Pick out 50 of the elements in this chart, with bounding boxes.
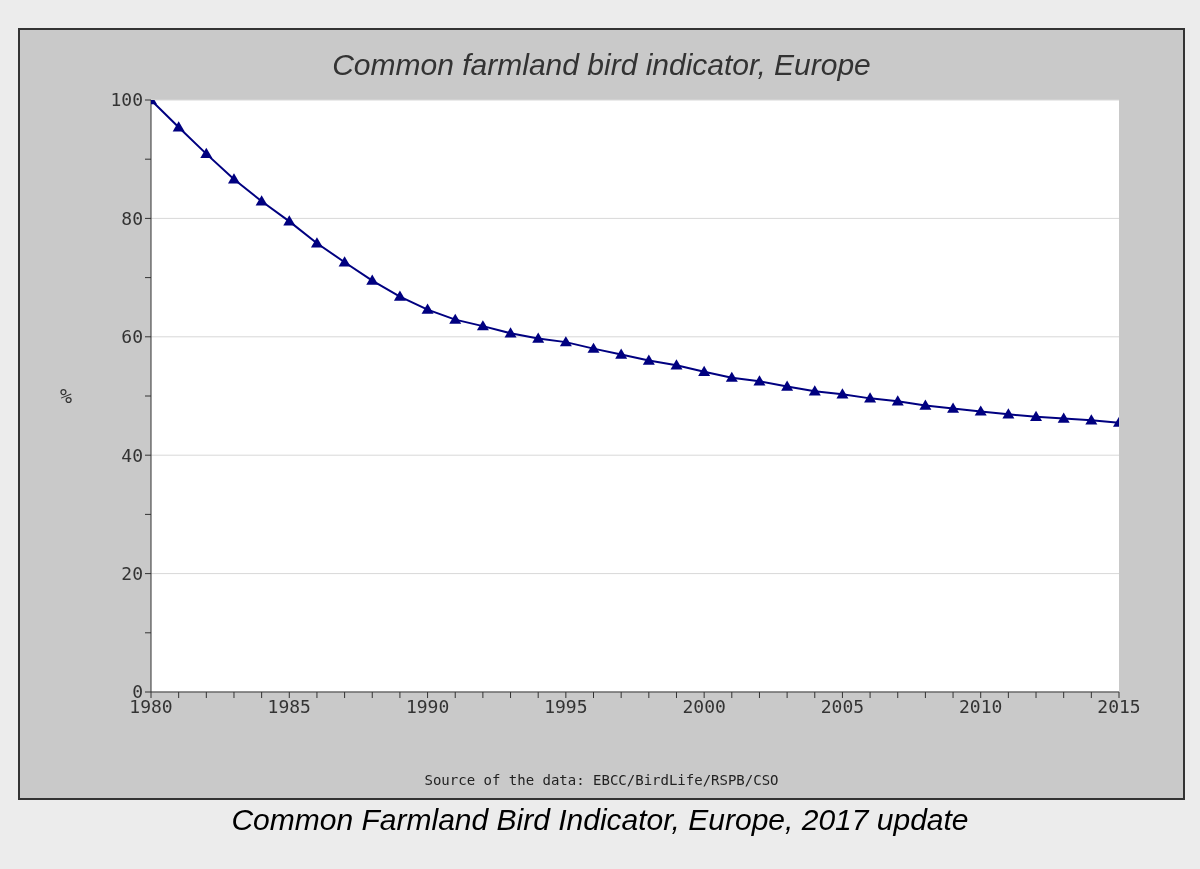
y-tick-label: 100 — [110, 89, 143, 111]
y-tick-label: 40 — [121, 444, 143, 466]
point — [504, 327, 517, 338]
x-tick-label: 2015 — [1097, 695, 1141, 717]
point — [255, 195, 268, 206]
y-tick-label: 60 — [121, 326, 143, 348]
point — [891, 395, 904, 406]
point — [919, 399, 932, 410]
point — [947, 402, 960, 413]
point — [449, 313, 462, 324]
point — [559, 336, 572, 347]
source-note: Source of the data: EBCC/BirdLife/RSPB/CSO — [423, 772, 780, 788]
point — [974, 405, 987, 416]
point — [1085, 414, 1098, 425]
y-tick-label: 20 — [121, 562, 143, 584]
point — [725, 371, 738, 382]
point — [864, 392, 877, 403]
point — [670, 359, 683, 370]
point — [310, 237, 323, 248]
point — [1057, 412, 1070, 423]
point — [1030, 410, 1043, 421]
point — [338, 256, 351, 267]
x-tick-label: 2000 — [682, 695, 726, 717]
point — [753, 375, 766, 386]
y-axis-title: % — [60, 384, 73, 409]
y-tick-label: 80 — [121, 207, 143, 229]
point — [172, 121, 185, 132]
point — [227, 173, 240, 184]
point — [836, 388, 849, 399]
point — [615, 348, 628, 359]
x-tick-label: 1990 — [405, 695, 450, 717]
x-tick-label: 2010 — [959, 695, 1003, 717]
point — [476, 320, 489, 331]
point — [642, 354, 655, 365]
point — [781, 380, 794, 391]
point — [366, 274, 379, 285]
text: Common Farmland Bird Indicator, Europe, 2017 update — [230, 803, 970, 837]
point — [532, 332, 545, 343]
point — [200, 147, 213, 159]
point — [283, 215, 296, 226]
point — [698, 365, 711, 376]
x-tick-label: 1985 — [267, 695, 311, 717]
point — [421, 303, 434, 314]
x-tick-label: 1995 — [544, 695, 588, 717]
x-tick-label: 2005 — [820, 695, 865, 717]
point — [808, 385, 821, 396]
point — [1002, 408, 1015, 419]
point — [587, 342, 600, 353]
point — [393, 290, 406, 301]
chart-title: Common farmland bird indicator, Europe — [331, 48, 872, 82]
